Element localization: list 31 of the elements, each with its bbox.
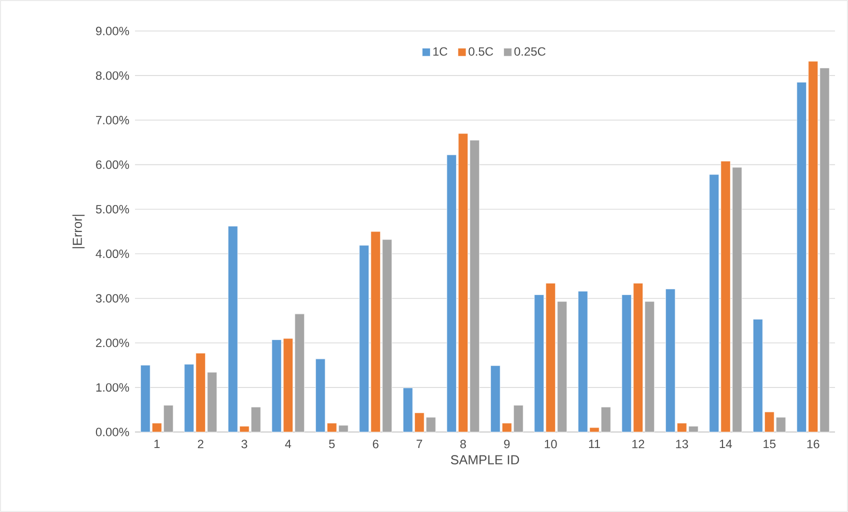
x-tick-label: 4 (285, 440, 292, 448)
x-tick-label: 3 (241, 440, 248, 448)
y-tick-label: 1.00% (96, 383, 130, 392)
legend-label: 0.25C (514, 47, 546, 56)
x-tick-label: 12 (632, 440, 644, 448)
y-tick-label: 2.00% (96, 338, 130, 348)
y-axis-title: |Error| (72, 214, 85, 248)
x-tick-label: 5 (329, 440, 335, 448)
y-tick-label: 7.00% (96, 116, 130, 124)
x-tick-label: 2 (198, 440, 204, 448)
x-tick-label: 8 (460, 440, 466, 448)
x-tick-label: 11 (589, 440, 600, 448)
x-tick-label: 6 (372, 440, 378, 448)
x-tick-label: 15 (764, 440, 776, 448)
x-tick-label: 14 (720, 440, 732, 448)
y-tick-label: 8.00% (96, 71, 130, 80)
x-tick-label: 1 (154, 440, 160, 448)
y-tick-label: 4.00% (96, 250, 130, 258)
x-tick-label: 13 (676, 440, 688, 448)
y-tick-label: 0.00% (96, 428, 130, 436)
x-tick-label: 7 (416, 440, 422, 448)
y-tick-label: 6.00% (96, 160, 130, 169)
legend-label: 0.5C (468, 47, 494, 56)
x-tick-label: 9 (504, 440, 510, 448)
y-tick-label: 3.00% (96, 294, 130, 303)
y-tick-label: 5.00% (96, 204, 130, 214)
x-tick-label: 10 (544, 440, 557, 448)
x-axis-title: SAMPLE ID (450, 455, 520, 464)
x-tick-label: 16 (807, 440, 820, 448)
y-tick-label: 9.00% (96, 26, 130, 36)
legend-label: 1C (433, 47, 448, 56)
